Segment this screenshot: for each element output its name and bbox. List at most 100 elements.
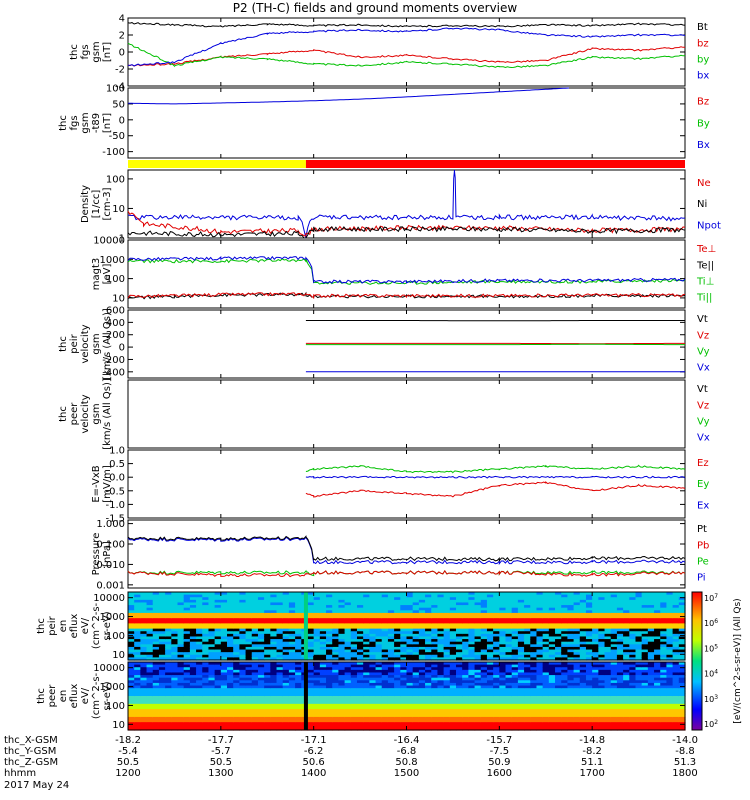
spectrogram-cell bbox=[536, 672, 544, 676]
spectrogram-cell bbox=[208, 654, 216, 658]
spectrogram-cell bbox=[319, 652, 327, 656]
spectrogram-cell bbox=[350, 677, 358, 681]
spectrogram-cell bbox=[227, 672, 234, 676]
spectrogram-cell bbox=[196, 605, 203, 609]
spectrogram-cell bbox=[536, 667, 544, 671]
spectrogram-cell bbox=[140, 594, 148, 598]
spectrogram-cell bbox=[585, 607, 593, 611]
spectrogram-cell bbox=[134, 657, 141, 661]
spectrogram-cell bbox=[641, 592, 649, 596]
spectrogram-cell bbox=[412, 592, 420, 596]
spectrogram-cell bbox=[332, 628, 340, 632]
spectrogram-cell bbox=[536, 612, 544, 617]
spectrogram-cell bbox=[598, 672, 606, 676]
spectrogram-cell bbox=[251, 664, 259, 668]
spectrogram-cell bbox=[449, 672, 457, 676]
spectrogram-cell bbox=[524, 618, 531, 622]
spectrogram-cell bbox=[177, 594, 185, 598]
spectrogram-cell bbox=[666, 605, 674, 609]
spectrogram-cell bbox=[140, 620, 148, 624]
spectrogram-cell bbox=[276, 667, 284, 671]
spectrogram-cell bbox=[629, 599, 637, 604]
spectrogram-cell bbox=[499, 657, 507, 661]
spectrogram-cell bbox=[332, 623, 340, 627]
spectrogram-cell bbox=[264, 662, 271, 666]
spectrogram-cell bbox=[332, 696, 340, 700]
spectrogram-cell bbox=[536, 644, 544, 648]
y-axis-label: [km/s (All Qs)] bbox=[102, 308, 113, 380]
spectrogram-cell bbox=[573, 644, 581, 648]
spectrogram-cell bbox=[480, 631, 488, 635]
spectrogram-cell bbox=[165, 688, 172, 692]
legend-entry: Ey bbox=[697, 479, 709, 490]
spectrogram-cell bbox=[666, 693, 674, 697]
spectrogram-cell bbox=[356, 685, 364, 689]
spectrogram-cell bbox=[313, 639, 321, 643]
spectrogram-cell bbox=[493, 607, 500, 611]
mode-bar-segment-0 bbox=[128, 160, 306, 168]
spectrogram-cell bbox=[480, 633, 488, 638]
spectrogram-cell bbox=[356, 696, 364, 700]
spectrogram-cell bbox=[282, 615, 290, 619]
spectrogram-cell bbox=[530, 667, 538, 671]
spectrogram-cell bbox=[425, 594, 432, 598]
spectrogram-cell bbox=[177, 693, 185, 697]
spectrogram-cell bbox=[579, 610, 587, 614]
spectrogram-cell bbox=[418, 641, 426, 645]
spectrogram-cell bbox=[344, 594, 352, 598]
spectrogram-cell bbox=[214, 727, 222, 731]
spectrogram-cell bbox=[288, 607, 296, 611]
spectrogram-cell bbox=[536, 639, 544, 643]
spectrogram-cell bbox=[171, 664, 179, 668]
spectrogram-cell bbox=[418, 716, 426, 721]
spectrogram-cell bbox=[493, 646, 500, 651]
spectrogram-cell bbox=[276, 677, 284, 681]
spectrogram-cell bbox=[369, 664, 377, 668]
spectrogram-cell bbox=[462, 633, 469, 638]
spectrogram-cell bbox=[480, 592, 488, 596]
spectrogram-cell bbox=[406, 623, 414, 627]
spectrogram-cell bbox=[486, 706, 494, 710]
spectrogram-cell bbox=[171, 626, 179, 630]
spectrogram-cell bbox=[604, 727, 612, 731]
spectrogram-cell bbox=[412, 610, 420, 614]
spectrogram-cell bbox=[307, 677, 315, 681]
spectrogram-cell bbox=[214, 615, 222, 619]
spectrogram-cell bbox=[567, 662, 575, 666]
spectrogram-cell bbox=[585, 696, 593, 700]
spectrogram-cell bbox=[239, 602, 247, 606]
spectrogram-cell bbox=[276, 654, 284, 658]
spectrogram-cell bbox=[338, 696, 346, 700]
spectrogram-cell bbox=[412, 664, 420, 668]
spectrogram-cell bbox=[326, 615, 333, 619]
spectrogram-cell bbox=[486, 701, 494, 705]
spectrogram-cell bbox=[555, 719, 562, 723]
spectrogram-cell bbox=[400, 618, 408, 622]
spectrogram-cell bbox=[406, 641, 414, 645]
spectrogram-cell bbox=[332, 626, 340, 630]
spectrogram-cell bbox=[245, 652, 253, 656]
spectrogram-cell bbox=[251, 649, 259, 653]
spectrogram-cell bbox=[387, 711, 395, 715]
spectrogram-cell bbox=[542, 612, 550, 617]
spectrogram-cell bbox=[171, 646, 179, 651]
spectrogram-cell bbox=[326, 714, 333, 718]
spectrogram-cell bbox=[406, 669, 414, 674]
spectrogram-cell bbox=[356, 626, 364, 630]
spectrogram-cell bbox=[499, 652, 507, 656]
spectrogram-cell bbox=[425, 669, 432, 674]
spectrogram-cell bbox=[369, 602, 377, 606]
spectrogram-cell bbox=[227, 724, 234, 728]
spectrogram-cell bbox=[387, 628, 395, 632]
spectrogram-cell bbox=[288, 615, 296, 619]
spectrogram-cell bbox=[573, 652, 581, 656]
spectrogram-cell bbox=[462, 669, 469, 674]
spectrogram-cell bbox=[189, 626, 197, 630]
spectrogram-cell bbox=[295, 719, 302, 723]
spectrogram-cell bbox=[431, 693, 439, 697]
spectrogram-cell bbox=[189, 649, 197, 653]
spectrogram-cell bbox=[319, 615, 327, 619]
spectrogram-cell bbox=[350, 633, 358, 638]
spectrogram-cell bbox=[635, 626, 643, 630]
spectrogram-cell bbox=[307, 626, 315, 630]
